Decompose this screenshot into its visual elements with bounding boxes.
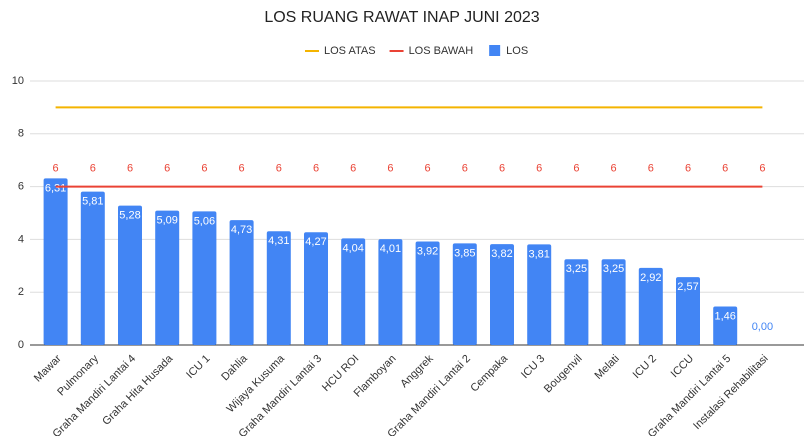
- data-label: 6: [759, 163, 765, 175]
- data-label: 5,81: [82, 196, 103, 208]
- x-tick-label: ICCU: [669, 353, 697, 381]
- data-label: 3,25: [566, 263, 587, 275]
- bar: [341, 238, 366, 345]
- bar: [266, 231, 291, 345]
- data-label: 6: [648, 163, 654, 175]
- bar: [676, 277, 700, 345]
- data-label: 5,28: [119, 210, 140, 222]
- bar: [192, 211, 217, 345]
- legend-label: LOS: [506, 45, 528, 57]
- bar: [564, 259, 589, 345]
- x-tick-label: ICU 1: [184, 353, 212, 381]
- legend-swatch: [489, 45, 501, 56]
- data-label: 4,31: [268, 235, 289, 247]
- x-tick-label: ICU 3: [519, 353, 547, 381]
- bar: [452, 243, 477, 345]
- bar: [229, 220, 254, 345]
- bar: [490, 244, 514, 345]
- bar: [378, 239, 403, 345]
- x-tick-label: Instalasi Rehabilitasi: [691, 353, 770, 432]
- bar: [601, 259, 626, 345]
- x-tick-label: Mawar: [32, 352, 64, 384]
- data-label: 6: [536, 163, 542, 175]
- legend-label: LOS BAWAH: [409, 45, 474, 57]
- data-label: 3,92: [417, 245, 438, 257]
- legend-label: LOS ATAS: [324, 45, 376, 57]
- data-label: 6: [611, 163, 617, 175]
- bar: [304, 232, 328, 345]
- data-label: 6: [127, 163, 133, 175]
- chart-title: LOS RUANG RAWAT INAP JUNI 2023: [264, 9, 539, 26]
- bar: [118, 205, 142, 345]
- data-label: 3,25: [603, 263, 624, 275]
- data-label: 6: [722, 163, 728, 175]
- x-tick-label: Melati: [593, 353, 622, 382]
- data-label: 6: [573, 163, 579, 175]
- data-label: 6,31: [45, 182, 66, 194]
- data-label: 6: [313, 163, 319, 175]
- data-label: 4,04: [342, 242, 363, 254]
- y-tick-label: 4: [18, 233, 24, 245]
- x-tick-label: Cempaka: [468, 352, 510, 394]
- data-label: 1,46: [714, 310, 735, 322]
- data-label: 3,82: [491, 248, 512, 260]
- data-label: 6: [164, 163, 170, 175]
- data-label: 6: [239, 163, 245, 175]
- bar: [155, 210, 180, 345]
- data-label: 6: [499, 163, 505, 175]
- data-label: 5,06: [194, 215, 215, 227]
- y-tick-label: 0: [18, 339, 24, 351]
- x-tick-label: Bougenvil: [542, 353, 585, 396]
- x-tick-label: Dahlia: [219, 352, 250, 383]
- data-label: 6: [350, 163, 356, 175]
- data-label: 2,57: [677, 281, 698, 293]
- bar: [43, 178, 68, 345]
- data-label: 6: [53, 163, 59, 175]
- data-label: 6: [425, 163, 431, 175]
- data-label: 3,81: [528, 248, 549, 260]
- data-label: 2,92: [640, 272, 661, 284]
- bar: [527, 244, 552, 345]
- bar: [415, 241, 440, 345]
- x-tick-label: Graha Hita Husada: [100, 352, 176, 428]
- x-tick-label: ICU 2: [631, 353, 659, 381]
- data-label: 3,85: [454, 247, 475, 259]
- data-label: 6: [276, 163, 282, 175]
- data-label: 0,00: [752, 321, 773, 333]
- bar: [80, 191, 105, 345]
- data-label: 4,27: [305, 236, 326, 248]
- data-label: 6: [387, 163, 393, 175]
- y-tick-label: 2: [18, 286, 24, 298]
- data-label: 4,73: [231, 224, 252, 236]
- data-label: 6: [201, 163, 207, 175]
- data-label: 6: [685, 163, 691, 175]
- y-tick-label: 6: [18, 181, 24, 193]
- bar: [713, 306, 738, 345]
- data-label: 6: [462, 163, 468, 175]
- data-label: 6: [90, 163, 96, 175]
- data-label: 5,09: [156, 215, 177, 227]
- x-tick-label: Anggrek: [398, 352, 436, 390]
- bar: [638, 267, 663, 345]
- y-tick-label: 8: [18, 128, 24, 140]
- y-tick-label: 10: [12, 75, 24, 87]
- data-label: 4,01: [380, 243, 401, 255]
